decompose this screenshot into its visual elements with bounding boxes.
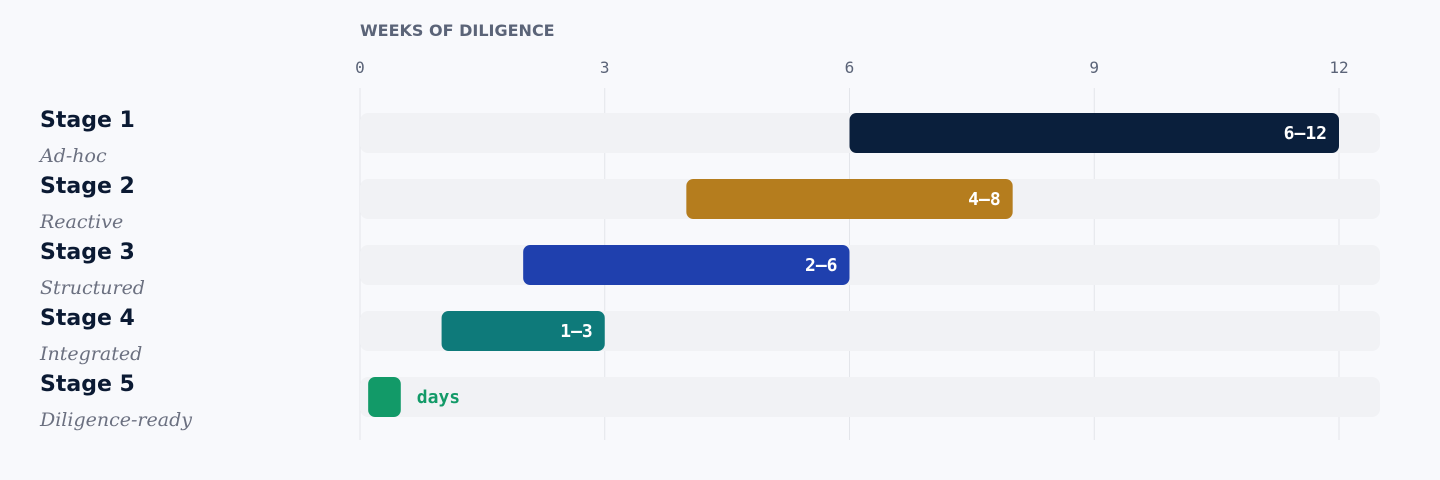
axis-title: WEEKS OF DILIGENCE — [360, 21, 555, 40]
stage-name: Stage 1 — [40, 108, 135, 133]
stage-subtitle: Reactive — [39, 211, 123, 233]
x-tick-label: 6 — [845, 58, 855, 77]
bar-track — [360, 311, 1380, 351]
stage-name: Stage 2 — [40, 174, 135, 199]
x-tick-label: 12 — [1329, 58, 1348, 77]
stage-name: Stage 5 — [40, 372, 135, 397]
tick-labels: 0 3 6 9 12 — [355, 58, 1348, 77]
bar-track — [360, 377, 1380, 417]
bar-track — [360, 245, 1380, 285]
stage-row: Stage 5 Diligence-ready days — [39, 372, 1380, 431]
stage-subtitle: Integrated — [39, 343, 142, 365]
stage-name: Stage 4 — [40, 306, 135, 331]
range-bar — [441, 311, 605, 351]
bar-value-label: 6–12 — [1284, 123, 1327, 144]
stage-name: Stage 3 — [40, 240, 135, 265]
bar-value-label: 2–6 — [805, 255, 838, 276]
bar-value-label: 1–3 — [560, 321, 593, 342]
stage-subtitle: Diligence-ready — [39, 409, 192, 431]
stage-row: Stage 1 Ad-hoc 6–12 — [38, 108, 1380, 167]
stage-subtitle: Ad-hoc — [38, 145, 107, 167]
stage-row: Stage 2 Reactive 4–8 — [39, 174, 1380, 233]
stage-row: Stage 3 Structured 2–6 — [40, 240, 1380, 299]
range-bar — [686, 179, 1013, 219]
x-tick-label: 0 — [355, 58, 365, 77]
stage-subtitle: Structured — [40, 277, 145, 299]
range-bar — [368, 377, 401, 417]
x-tick-label: 3 — [600, 58, 610, 77]
x-tick-label: 9 — [1089, 58, 1099, 77]
bar-value-label: 4–8 — [968, 189, 1001, 210]
stage-row: Stage 4 Integrated 1–3 — [39, 306, 1380, 365]
bar-value-label: days — [417, 387, 460, 408]
range-bar — [523, 245, 850, 285]
range-bar — [849, 113, 1339, 153]
